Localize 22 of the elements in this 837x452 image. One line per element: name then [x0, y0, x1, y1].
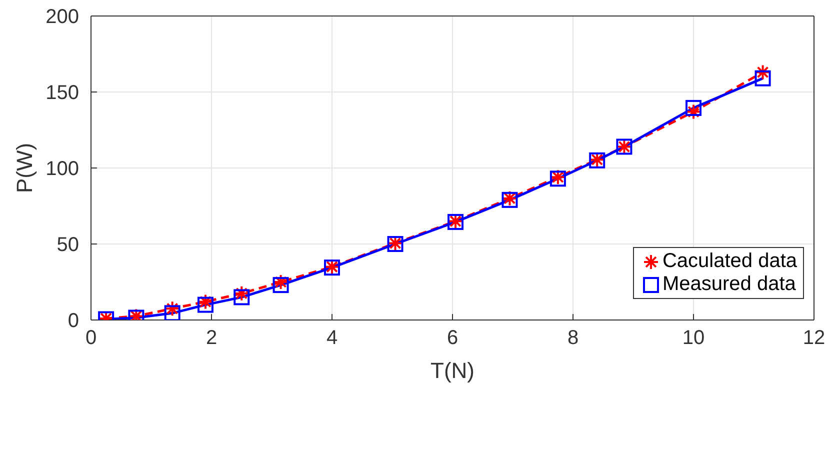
point [197, 296, 214, 313]
y-tick-label: 0 [68, 310, 79, 332]
y-tick-label: 50 [56, 234, 79, 256]
x-tick-label: 12 [802, 327, 826, 350]
legend-label: Caculated data [662, 250, 797, 273]
x-tick-label: 0 [85, 327, 97, 350]
x-tick-label: 8 [567, 327, 579, 350]
point [754, 70, 771, 86]
point [164, 305, 180, 320]
y-tick-label: 150 [46, 82, 79, 104]
x-tick-label: 6 [446, 327, 458, 350]
legend-label: Measured data [662, 273, 796, 296]
y-axis-title: P(W) [12, 142, 37, 194]
x-tick-label: 10 [682, 327, 705, 350]
y-tick-label: 100 [46, 158, 79, 180]
y-tick-label: 200 [46, 6, 79, 28]
point [272, 277, 289, 294]
x-tick-label: 4 [326, 327, 338, 350]
x-axis-title: T(N) [430, 358, 474, 383]
x-tick-label: 2 [206, 327, 218, 350]
point [686, 100, 702, 116]
point [234, 289, 250, 306]
